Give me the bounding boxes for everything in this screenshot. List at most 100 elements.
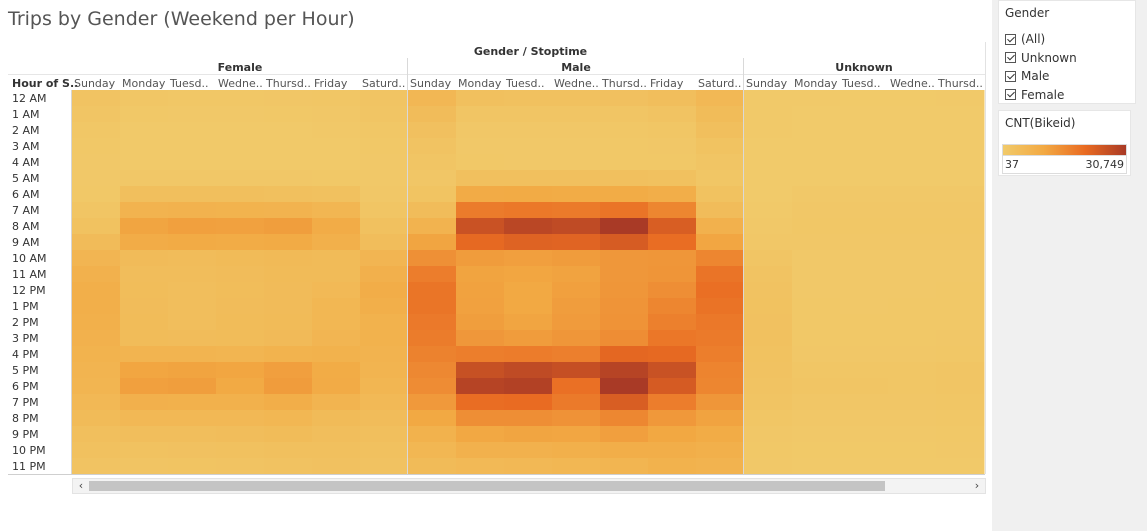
heatmap-cell <box>792 154 841 171</box>
heatmap-cell <box>312 266 361 283</box>
heatmap-cell <box>648 170 697 187</box>
heatmap-cell <box>168 330 217 347</box>
heatmap-cell <box>504 426 553 443</box>
heatmap-cell <box>408 90 457 107</box>
heatmap-cell <box>696 346 745 363</box>
heatmap-cell <box>456 202 505 219</box>
hour-label: 12 PM <box>12 284 46 297</box>
heatmap-cell <box>744 282 793 299</box>
heatmap-cell <box>216 346 265 363</box>
heatmap-cell <box>552 154 601 171</box>
heatmap-cell <box>888 442 937 459</box>
heatmap-cell <box>408 394 457 411</box>
group-label-unknown: Unknown <box>835 61 892 74</box>
heatmap-cell <box>312 298 361 315</box>
heatmap-cell <box>168 346 217 363</box>
heatmap-cell <box>936 282 985 299</box>
row-header-label: Hour of S.. <box>12 77 78 90</box>
heatmap-cell <box>264 138 313 155</box>
scroll-thumb[interactable] <box>89 481 885 491</box>
heatmap-cell <box>744 346 793 363</box>
heatmap-cell <box>552 394 601 411</box>
gender-filter-list: (All) Unknown Male Female <box>1005 30 1077 104</box>
heatmap-cell <box>456 90 505 107</box>
heatmap-cell <box>456 378 505 395</box>
heatmap-cell <box>936 298 985 315</box>
checkbox-icon[interactable] <box>1005 33 1016 45</box>
heatmap-cell <box>120 154 169 171</box>
checkbox-icon[interactable] <box>1005 89 1016 101</box>
heatmap-cell <box>360 346 409 363</box>
heatmap-cell <box>936 266 985 283</box>
heatmap-cell <box>360 426 409 443</box>
heatmap-cell <box>72 298 121 315</box>
heatmap-cell <box>936 346 985 363</box>
heatmap-cell <box>648 410 697 427</box>
heatmap-cell <box>72 410 121 427</box>
group-label-female: Female <box>218 61 263 74</box>
heatmap-cell <box>312 218 361 235</box>
checkbox-icon[interactable] <box>1005 70 1016 82</box>
heatmap-cell <box>888 394 937 411</box>
heatmap-cell <box>264 282 313 299</box>
heatmap-cell <box>504 234 553 251</box>
filter-item-all[interactable]: (All) <box>1005 30 1077 49</box>
heatmap-cell <box>120 90 169 107</box>
filter-item-male[interactable]: Male <box>1005 67 1077 86</box>
heatmap-cell <box>408 378 457 395</box>
group-label-male: Male <box>561 61 591 74</box>
heatmap-cell <box>120 186 169 203</box>
checkbox-icon[interactable] <box>1005 52 1016 64</box>
heatmap-cell <box>888 106 937 123</box>
heatmap-cell <box>552 122 601 139</box>
heatmap-cell <box>840 378 889 395</box>
heatmap-cell <box>648 330 697 347</box>
heatmap-cell <box>72 138 121 155</box>
heatmap-cell <box>168 282 217 299</box>
heatmap-cell <box>72 218 121 235</box>
heatmap-cell <box>456 170 505 187</box>
gender-filter-card: Gender (All) Unknown Male Female <box>998 0 1136 104</box>
heatmap-cell <box>696 314 745 331</box>
heatmap-cell <box>312 378 361 395</box>
scroll-right-icon[interactable]: › <box>974 479 980 492</box>
heatmap-cell <box>408 410 457 427</box>
heatmap-cell <box>312 330 361 347</box>
heatmap-cell <box>696 282 745 299</box>
hour-label: 3 PM <box>12 332 39 345</box>
heatmap-cell <box>696 154 745 171</box>
heatmap-cell <box>600 394 649 411</box>
heatmap-cell <box>936 122 985 139</box>
heatmap-cell <box>840 282 889 299</box>
heatmap-cell <box>648 346 697 363</box>
gender-filter-title: Gender <box>1005 6 1050 20</box>
heatmap-cell <box>792 346 841 363</box>
filter-item-female[interactable]: Female <box>1005 86 1077 105</box>
heatmap-cell <box>744 442 793 459</box>
heatmap-cell <box>888 298 937 315</box>
heatmap-cell <box>504 362 553 379</box>
heatmap-cell <box>264 442 313 459</box>
legend-max-label: 30,749 <box>1085 158 1125 171</box>
heatmap-cell <box>360 298 409 315</box>
heatmap-cell <box>648 442 697 459</box>
heatmap-cell <box>936 410 985 427</box>
filter-item-unknown[interactable]: Unknown <box>1005 49 1077 68</box>
heatmap-cell <box>840 394 889 411</box>
scroll-left-icon[interactable]: ‹ <box>78 479 84 492</box>
heatmap-cell <box>600 378 649 395</box>
horizontal-scrollbar[interactable]: ‹ › <box>72 478 986 494</box>
day-label: Friday <box>314 77 348 90</box>
heatmap-cell <box>600 442 649 459</box>
heatmap-cell <box>888 378 937 395</box>
heatmap-cell <box>408 314 457 331</box>
heatmap-cell <box>552 314 601 331</box>
filter-item-label: Female <box>1021 87 1065 102</box>
hour-label: 11 AM <box>12 268 47 281</box>
heatmap-cell <box>456 314 505 331</box>
heatmap-cell <box>120 442 169 459</box>
heatmap-cell <box>168 186 217 203</box>
heatmap-cell <box>312 154 361 171</box>
heatmap-cell <box>552 138 601 155</box>
heatmap-cell <box>216 426 265 443</box>
